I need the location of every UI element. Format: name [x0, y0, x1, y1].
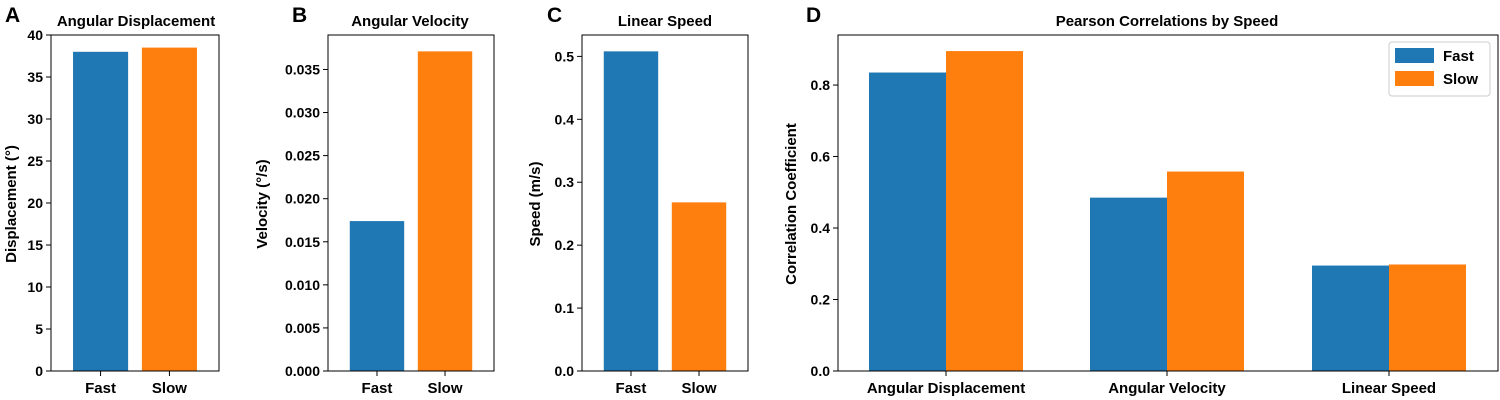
- y-tick-label: 40: [27, 27, 43, 43]
- x-tick-label: Fast: [362, 380, 393, 397]
- x-tick-label: Slow: [682, 380, 717, 397]
- y-tick-label: 0: [35, 363, 43, 379]
- y-tick-label: 0.0: [811, 363, 831, 379]
- plot-frame: [581, 34, 749, 372]
- y-tick-label: 0.030: [285, 105, 320, 121]
- y-tick-label: 0.0: [555, 363, 575, 379]
- panel-b: B Angular Velocity Velocity (°/s) 0.0000…: [254, 4, 495, 397]
- y-tick-label: 0.025: [285, 148, 320, 164]
- panel-c-ylabel: Speed (m/s): [527, 161, 544, 246]
- y-tick-label: 0.015: [285, 234, 320, 250]
- panel-letter-b: B: [292, 4, 307, 27]
- bar-fast: [349, 221, 405, 371]
- panel-letter-a: A: [5, 4, 20, 27]
- x-tick-label: Angular Velocity: [1108, 380, 1226, 397]
- bar-slow: [141, 47, 197, 371]
- x-tick-label: Fast: [616, 380, 647, 397]
- y-tick-label: 35: [27, 69, 43, 85]
- panel-letter-d: D: [806, 4, 821, 27]
- x-tick-label: Slow: [428, 380, 463, 397]
- bar-fast-angular-velocity: [1090, 197, 1167, 371]
- bar-slow-angular-displacement: [946, 51, 1023, 371]
- panel-letter-c: C: [547, 4, 562, 27]
- panel-a-title: Angular Displacement: [57, 13, 215, 30]
- panel-d-title: Pearson Correlations by Speed: [1056, 13, 1279, 30]
- panel-d: D Pearson Correlations by Speed Correlat…: [783, 4, 1499, 397]
- y-tick-label: 0.6: [811, 149, 831, 165]
- x-tick-label: Fast: [85, 380, 116, 397]
- panel-c: C Linear Speed Speed (m/s) 0.00.10.20.30…: [527, 4, 749, 397]
- y-tick-label: 0.2: [811, 292, 831, 308]
- y-tick-label: 20: [27, 195, 43, 211]
- panel-d-ylabel: Correlation Coefficient: [783, 123, 800, 285]
- bar-fast-angular-displacement: [869, 72, 946, 371]
- y-tick-label: 0.2: [555, 237, 575, 253]
- legend-swatch-fast: [1395, 48, 1434, 63]
- panel-b-title: Angular Velocity: [351, 13, 469, 30]
- y-tick-label: 0.000: [285, 363, 320, 379]
- panel-c-plot: 0.0 0.1 0.2 0.3 0.4 0.5 Fast Slow: [555, 34, 749, 397]
- legend-label-fast: Fast: [1443, 48, 1474, 65]
- bar-slow-angular-velocity: [1167, 171, 1244, 371]
- y-tick-label: 0.005: [285, 320, 320, 336]
- legend-label-slow: Slow: [1443, 71, 1478, 88]
- y-tick-label: 0.020: [285, 191, 320, 207]
- bar-slow: [417, 51, 473, 371]
- panel-a: A Angular Displacement Displacement (°) …: [3, 4, 220, 397]
- plot-frame: [837, 34, 1499, 372]
- y-tick-label: 10: [27, 279, 43, 295]
- panel-d-plot: 0.0 0.2 0.4 0.6 0.8 Angular Displacement Angul…: [811, 34, 1499, 397]
- bar-fast-linear-speed: [1312, 265, 1389, 371]
- panel-a-plot: 0 5 10 15 20 25 30 35 40 Fast Slow: [27, 27, 220, 397]
- y-tick-label: 0.4: [555, 111, 575, 127]
- bar-fast: [73, 51, 129, 372]
- x-tick-label: Linear Speed: [1342, 380, 1436, 397]
- y-tick-label: 25: [27, 153, 43, 169]
- bar-fast: [603, 51, 659, 371]
- panel-b-plot: 0.000 0.005 0.010 0.015 0.020 0.025 0.030 0.035…: [285, 34, 495, 397]
- y-tick-label: 0.010: [285, 277, 320, 293]
- panel-b-ylabel: Velocity (°/s): [254, 159, 271, 248]
- y-tick-label: 30: [27, 111, 43, 127]
- y-tick-label: 0.8: [811, 77, 831, 93]
- y-tick-label: 15: [27, 237, 43, 253]
- y-tick-label: 5: [35, 321, 43, 337]
- y-tick-label: 0.1: [555, 300, 575, 316]
- legend: Fast Slow: [1388, 41, 1491, 97]
- y-tick-label: 0.5: [555, 48, 575, 64]
- y-tick-label: 0.3: [555, 174, 575, 190]
- bar-slow: [671, 202, 727, 371]
- panel-c-title: Linear Speed: [618, 13, 712, 30]
- y-tick-label: 0.4: [811, 220, 831, 236]
- plot-frame: [327, 34, 495, 372]
- plot-frame: [50, 34, 220, 372]
- panel-a-ylabel: Displacement (°): [3, 145, 20, 263]
- x-tick-label: Slow: [152, 380, 187, 397]
- x-tick-label: Angular Displacement: [867, 380, 1025, 397]
- y-tick-label: 0.035: [285, 61, 320, 77]
- bar-slow-linear-speed: [1389, 264, 1466, 371]
- legend-swatch-slow: [1395, 71, 1434, 86]
